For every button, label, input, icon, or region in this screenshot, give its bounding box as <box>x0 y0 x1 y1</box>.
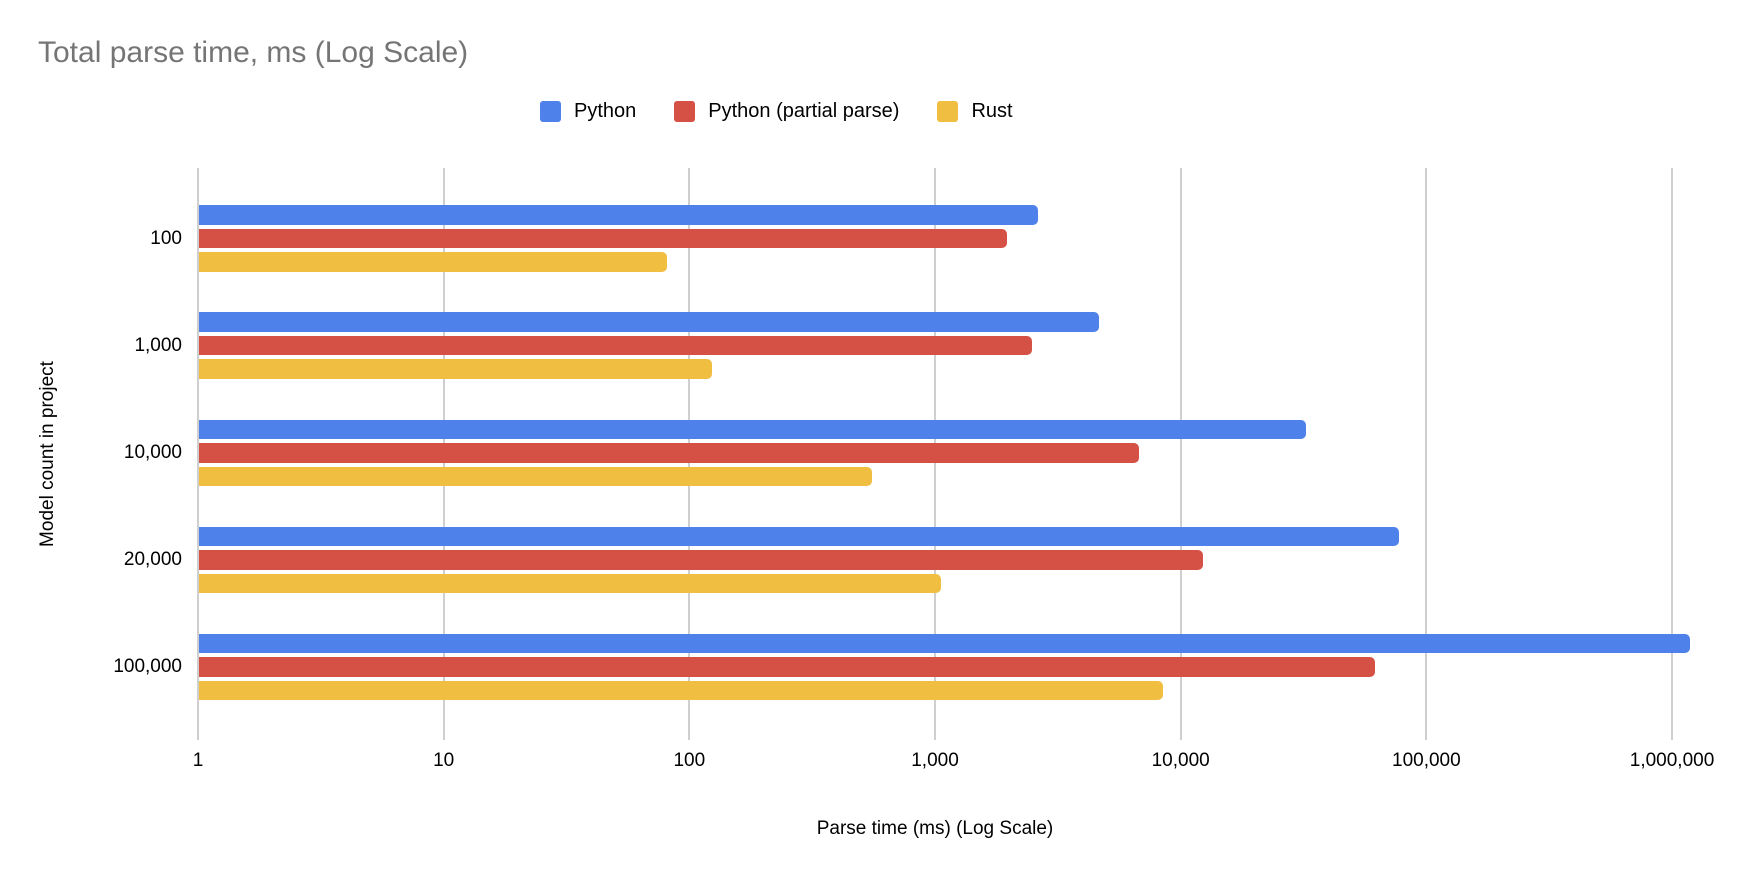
legend-item-rust: Rust <box>937 99 1013 123</box>
category-label: 100,000 <box>113 656 182 678</box>
y-axis-title: Model count in project <box>37 361 58 547</box>
legend-item-python: Python <box>540 100 636 123</box>
x-tick-label: 100,000 <box>1392 750 1461 771</box>
bar-python-10-000 <box>199 419 1306 440</box>
gridline-100-000 <box>1425 168 1428 740</box>
legend-swatch-icon <box>540 100 561 122</box>
bar-rust-100-000 <box>199 680 1164 701</box>
category-label: 10,000 <box>123 441 182 463</box>
category-label: 20,000 <box>123 548 182 570</box>
x-tick-label: 10 <box>433 750 455 771</box>
legend-item-python-partial-parse: Python (partial parse) <box>674 100 899 123</box>
bar-python-partial-parse-100 <box>199 228 1008 249</box>
bar-python-partial-parse-20-000 <box>199 550 1203 570</box>
legend-swatch-icon <box>937 100 959 122</box>
x-tick-label: 1,000,000 <box>1629 750 1715 771</box>
x-tick-label: 100 <box>673 750 706 771</box>
x-tick-label: 1,000 <box>911 750 959 771</box>
bar-rust-20-000 <box>199 573 942 594</box>
x-tick-label: 1 <box>192 750 204 771</box>
legend-label: Python <box>574 99 637 122</box>
bar-python-100-000 <box>199 633 1690 654</box>
bar-python-partial-parse-1-000 <box>199 335 1032 356</box>
chart-title: Total parse time, ms (Log Scale) <box>38 36 469 69</box>
legend-label: Rust <box>971 99 1013 122</box>
bar-python-20-000 <box>199 526 1400 547</box>
legend: Python Python (partial parse) Rust <box>540 98 1013 124</box>
bar-python-100 <box>199 205 1038 225</box>
category-label: 100 <box>150 227 182 249</box>
legend-label: Python (partial parse) <box>708 99 900 122</box>
gridline-1 <box>197 168 199 740</box>
bar-python-1-000 <box>199 312 1099 332</box>
bar-python-partial-parse-10-000 <box>199 443 1139 463</box>
gridline-1-000-000 <box>1671 168 1674 740</box>
x-tick-label: 10,000 <box>1151 750 1210 771</box>
category-label: 1,000 <box>134 334 182 356</box>
gridline-10-000 <box>1179 168 1182 740</box>
bar-python-partial-parse-100-000 <box>199 657 1375 677</box>
bar-rust-1-000 <box>199 359 713 379</box>
x-axis-title: Parse time (ms) (Log Scale) <box>816 818 1054 839</box>
legend-swatch-icon <box>674 100 696 122</box>
bar-rust-10-000 <box>199 466 873 487</box>
bar-rust-100 <box>199 252 667 272</box>
